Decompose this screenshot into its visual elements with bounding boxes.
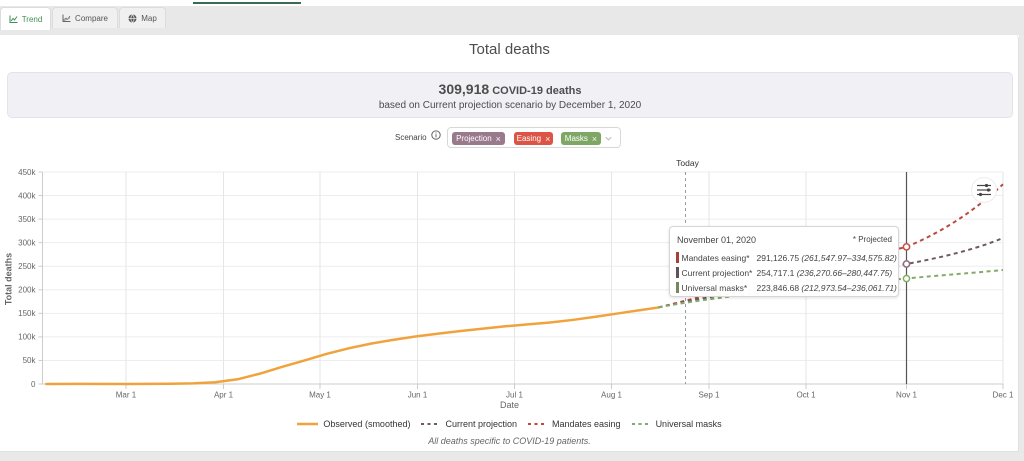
- svg-text:250k: 250k: [18, 262, 36, 271]
- svg-text:200k: 200k: [18, 286, 36, 295]
- svg-text:Sep 1: Sep 1: [699, 391, 720, 400]
- svg-text:300k: 300k: [18, 238, 36, 247]
- svg-text:May 1: May 1: [309, 391, 331, 400]
- svg-text:450k: 450k: [18, 168, 36, 177]
- svg-text:Apr 1: Apr 1: [214, 391, 234, 400]
- svg-text:Jun 1: Jun 1: [408, 391, 428, 400]
- svg-text:Aug 1: Aug 1: [601, 391, 622, 400]
- svg-text:100k: 100k: [18, 333, 36, 342]
- svg-text:Jul 1: Jul 1: [506, 391, 523, 400]
- svg-text:50k: 50k: [23, 356, 37, 365]
- svg-text:0: 0: [31, 380, 36, 389]
- svg-text:Oct 1: Oct 1: [796, 391, 816, 400]
- svg-text:Today: Today: [676, 158, 699, 168]
- svg-text:400k: 400k: [18, 191, 36, 200]
- svg-text:Dec 1: Dec 1: [993, 391, 1014, 400]
- svg-text:Total deaths: Total deaths: [4, 253, 14, 305]
- svg-text:350k: 350k: [18, 215, 36, 224]
- svg-text:Nov 1: Nov 1: [896, 391, 917, 400]
- svg-text:Mar 1: Mar 1: [116, 391, 137, 400]
- svg-text:150k: 150k: [18, 309, 36, 318]
